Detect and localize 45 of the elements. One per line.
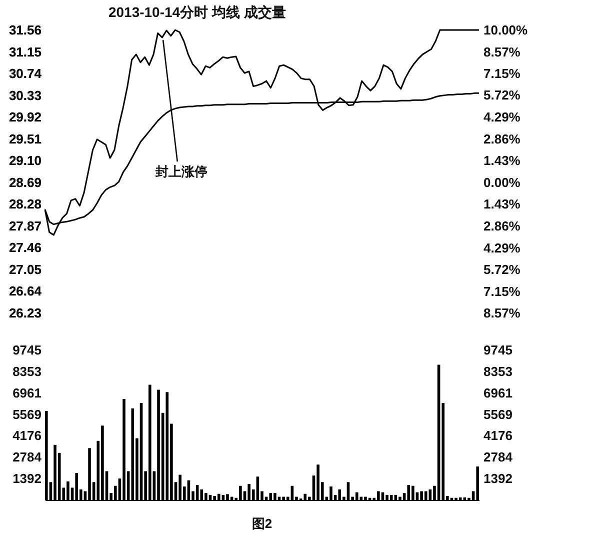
y2-tick-label: 8.57%: [484, 306, 521, 320]
y2-tick-label: 8.57%: [484, 44, 521, 60]
y-tick-label: 27.46: [8, 240, 42, 256]
y2-tick-label: 0.00%: [484, 174, 521, 190]
y-tick-label: 9745: [12, 342, 42, 358]
y2-tick-label: 4176: [484, 428, 512, 444]
y2-tick-label: 2784: [484, 450, 514, 465]
y2-tick-label: 5.72%: [484, 88, 521, 103]
y-tick-label: 27.05: [8, 262, 42, 277]
y2-tick-label: 9745: [484, 342, 512, 358]
y2-tick-label: 7.15%: [484, 284, 521, 299]
annotation: 封上涨停: [154, 164, 208, 179]
chart-title: 2013-10-14分时 均线 成交量: [108, 4, 286, 20]
y-tick-label: 4176: [12, 428, 42, 444]
y2-tick-label: 1.43%: [484, 196, 521, 212]
y-tick-label: 29.92: [8, 110, 42, 125]
y-tick-label: 1392: [12, 471, 42, 486]
y2-tick-label: 1392: [484, 471, 512, 486]
y2-tick-label: 5569: [484, 406, 512, 422]
y2-tick-label: 4.29%: [484, 110, 521, 125]
y-tick-label: 31.56: [8, 22, 42, 38]
y2-tick-label: 2.86%: [484, 218, 521, 234]
y2-tick-label: 6961: [484, 385, 512, 400]
y-tick-label: 6961: [12, 385, 42, 400]
y2-tick-label: 10.00%: [484, 22, 528, 38]
y-tick-label: 8353: [12, 364, 42, 379]
y-tick-label: 28.69: [8, 174, 42, 190]
y2-tick-label: 7.15%: [484, 66, 521, 81]
y-tick-label: 29.10: [8, 153, 42, 168]
y-tick-label: 5569: [12, 406, 42, 422]
y-tick-label: 27.87: [8, 218, 42, 234]
y-tick-label: 26.64: [8, 284, 42, 299]
caption: 图2: [252, 516, 272, 531]
y-tick-label: 2784: [12, 450, 42, 465]
y2-tick-label: 5.72%: [484, 262, 521, 278]
y2-tick-label: 4.29%: [484, 240, 521, 256]
y2-tick-label: 1.43%: [484, 153, 521, 168]
y-tick-label: 31.15: [8, 44, 42, 60]
y2-tick-label: 8353: [484, 364, 512, 379]
y-tick-label: 28.28: [8, 196, 42, 212]
y-tick-label: 26.23: [8, 306, 42, 320]
y-tick-label: 30.74: [8, 66, 42, 82]
y2-tick-label: 2.86%: [484, 131, 521, 146]
y-tick-label: 30.33: [8, 88, 42, 103]
y-tick-label: 29.51: [8, 131, 42, 146]
